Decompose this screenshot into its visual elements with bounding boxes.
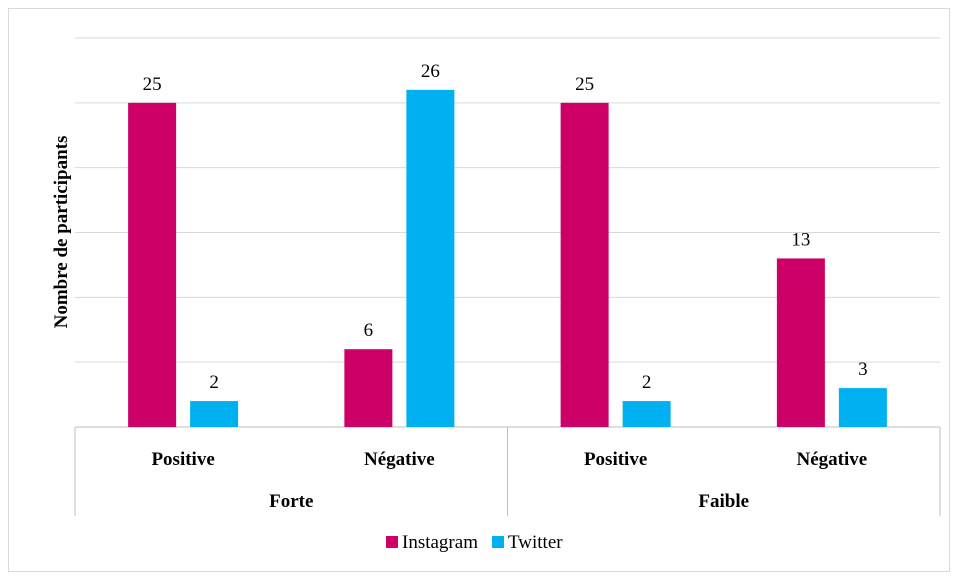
bars bbox=[128, 89, 887, 427]
bar-instagram bbox=[344, 349, 393, 427]
data-label: 26 bbox=[421, 61, 440, 82]
legend-swatch bbox=[491, 536, 504, 548]
group-label: Faible bbox=[698, 491, 749, 512]
data-label: 6 bbox=[364, 320, 374, 341]
group-label: Forte bbox=[269, 491, 313, 512]
data-label: 25 bbox=[575, 74, 594, 95]
data-label: 2 bbox=[642, 372, 652, 393]
bar-instagram bbox=[128, 102, 177, 427]
category-label: Négative bbox=[364, 449, 435, 470]
category-label: Positive bbox=[584, 449, 647, 470]
category-labels: Positive Négative Positive Négative Forte Fai… bbox=[151, 449, 867, 512]
bar-instagram bbox=[776, 258, 825, 427]
bar-twitter bbox=[622, 401, 671, 427]
legend-swatch bbox=[386, 536, 398, 548]
legend-label: Instagram bbox=[402, 532, 478, 553]
category-label: Positive bbox=[151, 449, 214, 470]
bar-twitter bbox=[838, 388, 887, 427]
data-label: 25 bbox=[143, 74, 162, 95]
axes bbox=[74, 426, 941, 516]
data-label: 2 bbox=[209, 372, 219, 393]
bar-twitter bbox=[190, 401, 239, 427]
bar-twitter bbox=[406, 89, 455, 427]
category-label: Négative bbox=[797, 449, 868, 470]
data-label: 13 bbox=[791, 229, 810, 250]
y-axis-title: Nombre de participants bbox=[51, 136, 72, 329]
legend-label: Twitter bbox=[508, 532, 563, 553]
data-label: 3 bbox=[858, 359, 868, 380]
bar-instagram bbox=[560, 102, 609, 427]
legend: Instagram Twitter bbox=[386, 532, 563, 553]
